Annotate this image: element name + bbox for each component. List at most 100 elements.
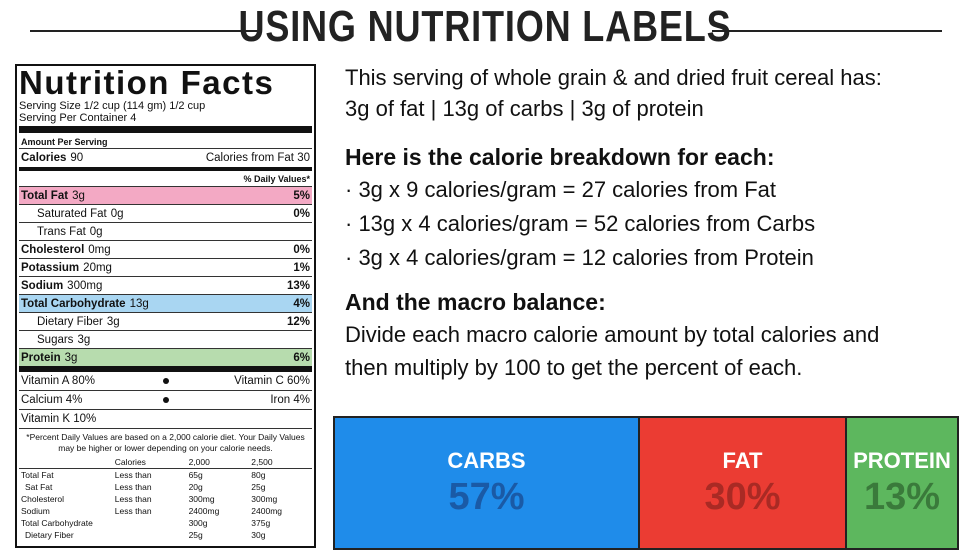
- table-header: Calories 2,000 2,500: [19, 456, 312, 469]
- nutrient-name: Sodium: [21, 279, 64, 292]
- macro-box: CARBS 57%: [335, 418, 640, 548]
- daily-value: 4%: [293, 297, 310, 310]
- vitamin: Vitamin C 60%: [234, 375, 310, 387]
- footnote: *Percent Daily Values are based on a 2,0…: [26, 432, 305, 453]
- nutrient-name: Sugars: [37, 333, 74, 346]
- daily-table: Calories 2,000 2,500 Total Fat Less than 65g 8…: [19, 456, 312, 541]
- nutrient-name: Cholesterol: [21, 243, 85, 256]
- nutrient-amount: 3g: [77, 333, 91, 346]
- daily-value: 1%: [293, 261, 310, 274]
- servings: Serving Per Container 4: [19, 112, 137, 124]
- nutrient-row: Sodium 300mg 13%: [19, 277, 312, 295]
- macro-percent: 57%: [448, 475, 525, 518]
- table-row: Dietary Fiber 25g 30g: [19, 529, 312, 541]
- macro-box: PROTEIN 13%: [847, 418, 957, 548]
- thick-rule: [19, 126, 312, 133]
- breakdown-heading: Here is the calorie breakdown for each:: [345, 144, 775, 170]
- macro-line: Divide each macro calorie amount by tota…: [345, 322, 880, 347]
- table-cell: 2400mg: [188, 506, 220, 516]
- calories-from-fat: Calories from Fat 30: [205, 152, 310, 164]
- nutrient-row: Sugars 3g: [19, 331, 312, 349]
- table-row: Cholesterol Less than 300mg 300mg: [19, 493, 312, 505]
- vitamin: Calcium 4%: [21, 394, 83, 406]
- calories-row: Calories 90 Calories from Fat 30: [19, 149, 312, 171]
- dot: [162, 378, 169, 384]
- nutrient-amount: 300mg: [67, 279, 103, 292]
- calories-label: Calories: [21, 152, 67, 164]
- nutrient-row: Protein 3g 6%: [19, 349, 312, 372]
- nutrient-amount: 0g: [110, 207, 124, 220]
- spacer: [345, 275, 965, 287]
- cell: [113, 517, 187, 529]
- table-cell: Total Fat: [21, 470, 54, 480]
- nutrient-row: Total Carbohydrate 13g 4%: [19, 295, 312, 313]
- daily-value: 6%: [293, 351, 310, 364]
- daily-value: 13%: [286, 279, 310, 292]
- vitamin: Vitamin A 80%: [21, 375, 95, 387]
- nutrient: Total Carbohydrate 13g: [21, 298, 149, 310]
- macro-name: PROTEIN: [853, 447, 951, 473]
- page-title: USING NUTRITION LABELS: [238, 2, 732, 51]
- nutrient: Cholesterol 0mg: [21, 244, 111, 256]
- cell: [19, 456, 113, 469]
- table-cell: 65g: [188, 470, 203, 480]
- table-row: Total Fat Less than 65g 80g: [19, 469, 312, 482]
- macro-name: CARBS: [447, 447, 526, 473]
- table-cell: Less than: [114, 494, 152, 504]
- nutrient-row: Saturated Fat 0g 0%: [19, 205, 312, 223]
- nutrient-row: Potassium 20mg 1%: [19, 259, 312, 277]
- table-header-cell: Calories: [114, 457, 146, 467]
- nutrient-name: Protein: [21, 351, 61, 364]
- macro-percent: 30%: [704, 475, 781, 518]
- table-cell: Total Carbohydrate: [21, 518, 93, 528]
- explanation: This serving of whole grain & and dried …: [345, 62, 965, 384]
- table-row: Sat Fat Less than 20g 25g: [19, 481, 312, 493]
- nutrient-amount: 20mg: [83, 261, 112, 274]
- table-cell: 300mg: [188, 494, 215, 504]
- breakdown-item: · 13g x 4 calories/gram = 52 calories fr…: [345, 211, 816, 236]
- table-cell: Sat Fat: [25, 482, 53, 492]
- calories: Calories 90: [21, 152, 83, 164]
- vitamin: Vitamin K 10%: [21, 413, 97, 425]
- nutrient-name: Potassium: [21, 261, 80, 274]
- nutrient-row: Cholesterol 0mg 0%: [19, 241, 312, 259]
- macro-heading: And the macro balance:: [345, 289, 606, 315]
- table-cell: 30g: [251, 530, 266, 540]
- table-row: Sodium Less than 2400mg 2400mg: [19, 505, 312, 517]
- daily-value: 0%: [293, 207, 310, 220]
- daily-value: 0%: [293, 243, 310, 256]
- nutrient-amount: 0mg: [88, 243, 111, 256]
- nutrient-amount: 3g: [72, 189, 85, 202]
- dv-header: % Daily Values*: [243, 173, 310, 184]
- spacer: [345, 124, 965, 142]
- rule: [30, 30, 260, 32]
- intro-line: This serving of whole grain & and dried …: [345, 65, 882, 90]
- dot: [162, 397, 169, 403]
- vitamin-row: Vitamin A 80% Vitamin C 60%: [19, 372, 312, 391]
- nutrient-row: Dietary Fiber 3g 12%: [19, 313, 312, 331]
- table-header-cell: 2,000: [188, 457, 210, 467]
- nutrient-name: Total Fat: [21, 189, 69, 202]
- breakdown-item: · 3g x 4 calories/gram = 12 calories fro…: [345, 245, 814, 270]
- nutrient-amount: 3g: [106, 315, 120, 328]
- table-cell: 25g: [251, 482, 266, 492]
- breakdown-item: · 3g x 9 calories/gram = 27 calories fro…: [345, 177, 776, 202]
- nutrient-amount: 0g: [89, 225, 103, 238]
- table-cell: 80g: [251, 470, 266, 480]
- table-cell: Dietary Fiber: [25, 530, 74, 540]
- macro-percent: 13%: [863, 475, 941, 518]
- calories-value: 90: [70, 152, 84, 164]
- table-cell: 2400mg: [251, 506, 282, 516]
- nutrient-row: Trans Fat 0g: [19, 223, 312, 241]
- nutrient: Potassium 20mg: [21, 262, 112, 274]
- nutrient: Saturated Fat 0g: [37, 208, 123, 220]
- nutrient-name: Trans Fat: [37, 225, 86, 238]
- daily-value: 5%: [293, 189, 310, 202]
- intro-line: 3g of fat | 13g of carbs | 3g of protein: [345, 96, 704, 121]
- dv-header-row: % Daily Values*: [19, 171, 312, 187]
- macro-line: then multiply by 100 to get the percent …: [345, 355, 803, 380]
- nutrient: Sodium 300mg: [21, 280, 102, 292]
- nutrient: Total Fat 3g: [21, 190, 85, 202]
- macro-name: FAT: [722, 447, 763, 473]
